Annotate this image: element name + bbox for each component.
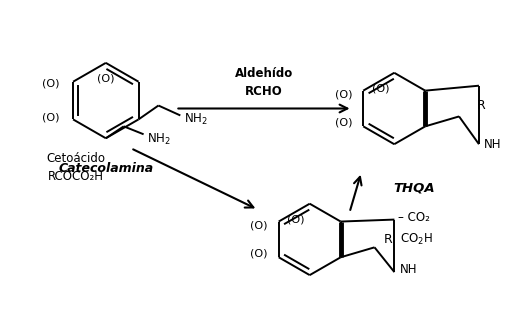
Text: NH$_2$: NH$_2$ xyxy=(184,112,208,127)
Text: (O): (O) xyxy=(287,215,304,224)
Text: NH$_2$: NH$_2$ xyxy=(146,132,170,147)
Text: (O): (O) xyxy=(334,90,351,99)
Text: Cetoácido
RCOCO₂H: Cetoácido RCOCO₂H xyxy=(46,153,105,183)
Text: Aldehído
RCHO: Aldehído RCHO xyxy=(234,67,293,98)
Text: (O): (O) xyxy=(97,74,115,84)
Text: NH: NH xyxy=(399,263,416,276)
Text: THQA: THQA xyxy=(392,181,434,194)
Text: (O): (O) xyxy=(371,84,388,94)
Text: (O): (O) xyxy=(249,248,267,258)
Text: (O): (O) xyxy=(42,113,60,122)
Text: Catecolamina: Catecolamina xyxy=(58,162,153,174)
Text: CO$_2$H: CO$_2$H xyxy=(399,232,432,247)
Text: R: R xyxy=(475,99,485,112)
Text: (O): (O) xyxy=(42,79,60,89)
Text: R: R xyxy=(383,233,392,246)
Text: (O): (O) xyxy=(334,117,351,127)
Text: – CO₂: – CO₂ xyxy=(398,211,429,224)
Text: (O): (O) xyxy=(249,220,267,230)
Text: NH: NH xyxy=(483,138,500,151)
